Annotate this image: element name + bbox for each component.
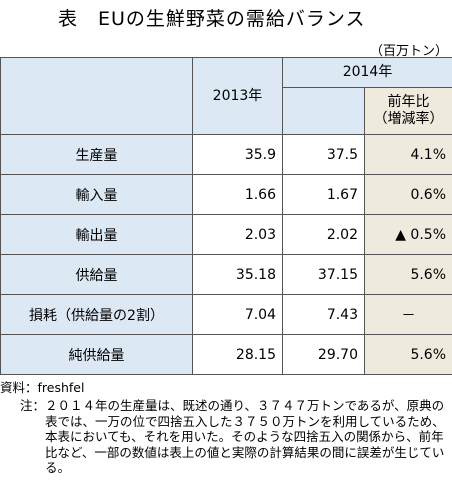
source-note: 資料：freshfel	[0, 380, 85, 395]
table-row-production: 生産量 35.9 37.5 4.1%	[0, 134, 452, 175]
cell-2014: 37.15	[282, 254, 365, 295]
cell-yoy: 5.6%	[363, 334, 452, 375]
row-label: 損耗（供給量の2割）	[0, 294, 193, 335]
cell-yoy: 5.6%	[363, 254, 452, 295]
cell-2014: 7.43	[282, 294, 365, 335]
page-title: 表 EUの生鮮野菜の需給バランス	[58, 8, 366, 30]
unit-label: （百万トン）	[369, 44, 448, 59]
table-row-imports: 輸入量 1.66 1.67 0.6%	[0, 174, 452, 215]
row-label: 純供給量	[0, 334, 193, 375]
cell-2013: 35.18	[192, 254, 283, 295]
cell-2014: 37.5	[282, 134, 365, 175]
cell-yoy: ▲ 0.5%	[363, 214, 452, 255]
cell-yoy: －	[363, 294, 452, 335]
table-row-supply: 供給量 35.18 37.15 5.6%	[0, 254, 452, 295]
header-yoy-line1: 前年比	[387, 94, 430, 110]
cell-2014: 29.70	[282, 334, 365, 375]
row-label: 輸入量	[0, 174, 193, 215]
cell-2014: 1.67	[282, 174, 365, 215]
cell-2013: 28.15	[192, 334, 283, 375]
cell-2013: 1.66	[192, 174, 283, 215]
header-2013: 2013年	[192, 57, 283, 135]
cell-2013: 35.9	[192, 134, 283, 175]
cell-yoy: 4.1%	[363, 134, 452, 175]
header-corner-cell	[0, 57, 193, 135]
header-2014: 2014年	[281, 57, 452, 88]
table-row-net-supply: 純供給量 28.15 29.70 5.6%	[0, 334, 452, 375]
footnote-text: ２０１４年の生産量は、既述の通り、３７４７万トンであるが、原典の表では、一万の位…	[45, 398, 445, 475]
supply-demand-table: 2013年 2014年 前年比 （増減率） 生産量 35.9 37.5 4.1%…	[0, 57, 452, 375]
footnote: 注： ２０１４年の生産量は、既述の通り、３７４７万トンであるが、原典の表では、一…	[0, 398, 452, 476]
header-row-1: 2013年 2014年	[0, 57, 452, 135]
row-label: 生産量	[0, 134, 193, 175]
header-yoy: 前年比 （増減率）	[363, 87, 452, 135]
row-label: 輸出量	[0, 214, 193, 255]
cell-yoy: 0.6%	[363, 174, 452, 215]
table-row-exports: 輸出量 2.03 2.02 ▲ 0.5%	[0, 214, 452, 255]
cell-2014: 2.02	[282, 214, 365, 255]
row-label: 供給量	[0, 254, 193, 295]
footnote-label: 注：	[19, 398, 45, 413]
cell-2013: 7.04	[192, 294, 283, 335]
header-2014-value-cell	[282, 87, 365, 135]
table-row-loss: 損耗（供給量の2割） 7.04 7.43 －	[0, 294, 452, 335]
header-yoy-line2: （増減率）	[373, 111, 444, 127]
cell-2013: 2.03	[192, 214, 283, 255]
